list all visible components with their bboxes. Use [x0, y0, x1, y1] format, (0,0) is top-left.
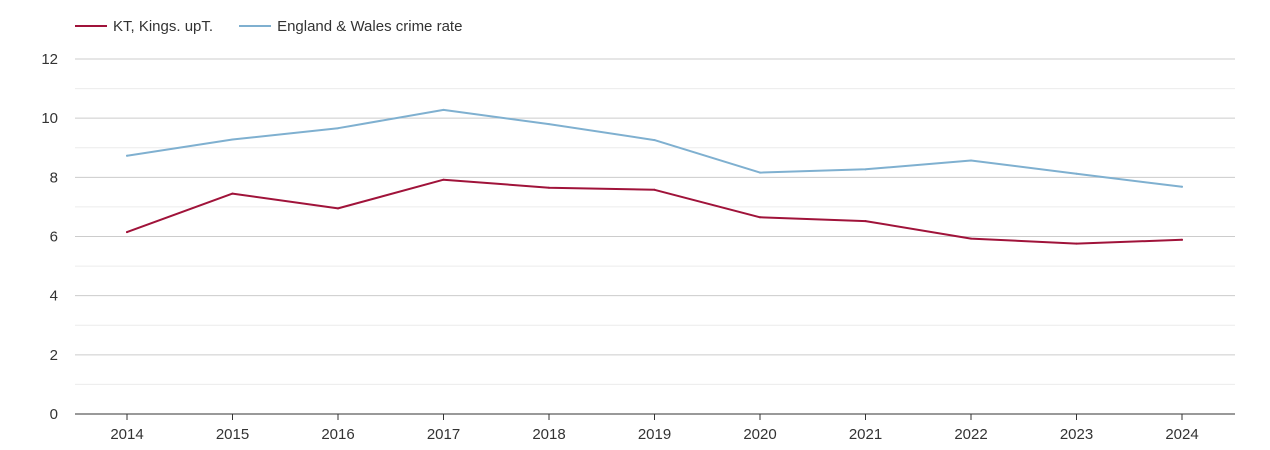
data-point: [442, 178, 445, 181]
chart-legend: KT, Kings. upT. England & Wales crime ra…: [75, 14, 488, 38]
y-tick-label: 12: [41, 51, 58, 68]
x-tick-label: 2023: [1060, 426, 1093, 443]
data-point: [653, 139, 656, 142]
data-point: [337, 127, 339, 130]
data-point: [548, 123, 550, 126]
x-tick-label: 2022: [954, 426, 987, 443]
x-tick-label: 2014: [110, 426, 143, 443]
data-point: [548, 186, 550, 189]
legend-swatch-england-wales: [239, 25, 272, 27]
y-tick-label: 2: [50, 347, 58, 364]
x-tick-label: 2020: [743, 426, 776, 443]
y-tick-label: 10: [41, 110, 58, 127]
x-tick-label: 2015: [216, 426, 249, 443]
y-tick-label: 8: [50, 169, 58, 186]
data-point: [126, 231, 128, 234]
data-point: [759, 171, 761, 174]
legend-item-england-wales[interactable]: England & Wales crime rate: [239, 18, 462, 35]
legend-item-kt[interactable]: KT, Kings. upT.: [75, 18, 213, 35]
y-tick-label: 4: [50, 288, 58, 305]
data-point: [864, 168, 867, 171]
data-point: [1181, 238, 1183, 241]
legend-label-kt: KT, Kings. upT.: [113, 17, 214, 35]
legend-label-england-wales: England & Wales crime rate: [277, 17, 463, 35]
data-point: [970, 159, 972, 162]
x-tick-label: 2016: [321, 426, 354, 443]
data-point: [1181, 185, 1183, 188]
data-point: [442, 108, 445, 111]
legend-swatch-kt: [75, 25, 107, 27]
data-point: [1075, 242, 1078, 245]
x-tick-label: 2024: [1165, 426, 1198, 443]
x-tick-label: 2018: [532, 426, 565, 443]
y-tick-label: 0: [50, 406, 58, 423]
y-tick-label: 6: [50, 229, 58, 246]
data-point: [231, 138, 234, 141]
data-point: [126, 154, 128, 157]
data-point: [231, 192, 234, 195]
series-line: [126, 108, 1183, 188]
data-point: [759, 216, 761, 219]
data-point: [337, 207, 339, 210]
x-tick-label: 2021: [849, 426, 882, 443]
data-point: [653, 188, 656, 191]
data-point: [1075, 172, 1078, 175]
data-point: [970, 237, 972, 240]
data-point: [864, 220, 867, 223]
x-tick-label: 2017: [427, 426, 460, 443]
x-tick-label: 2019: [638, 426, 671, 443]
